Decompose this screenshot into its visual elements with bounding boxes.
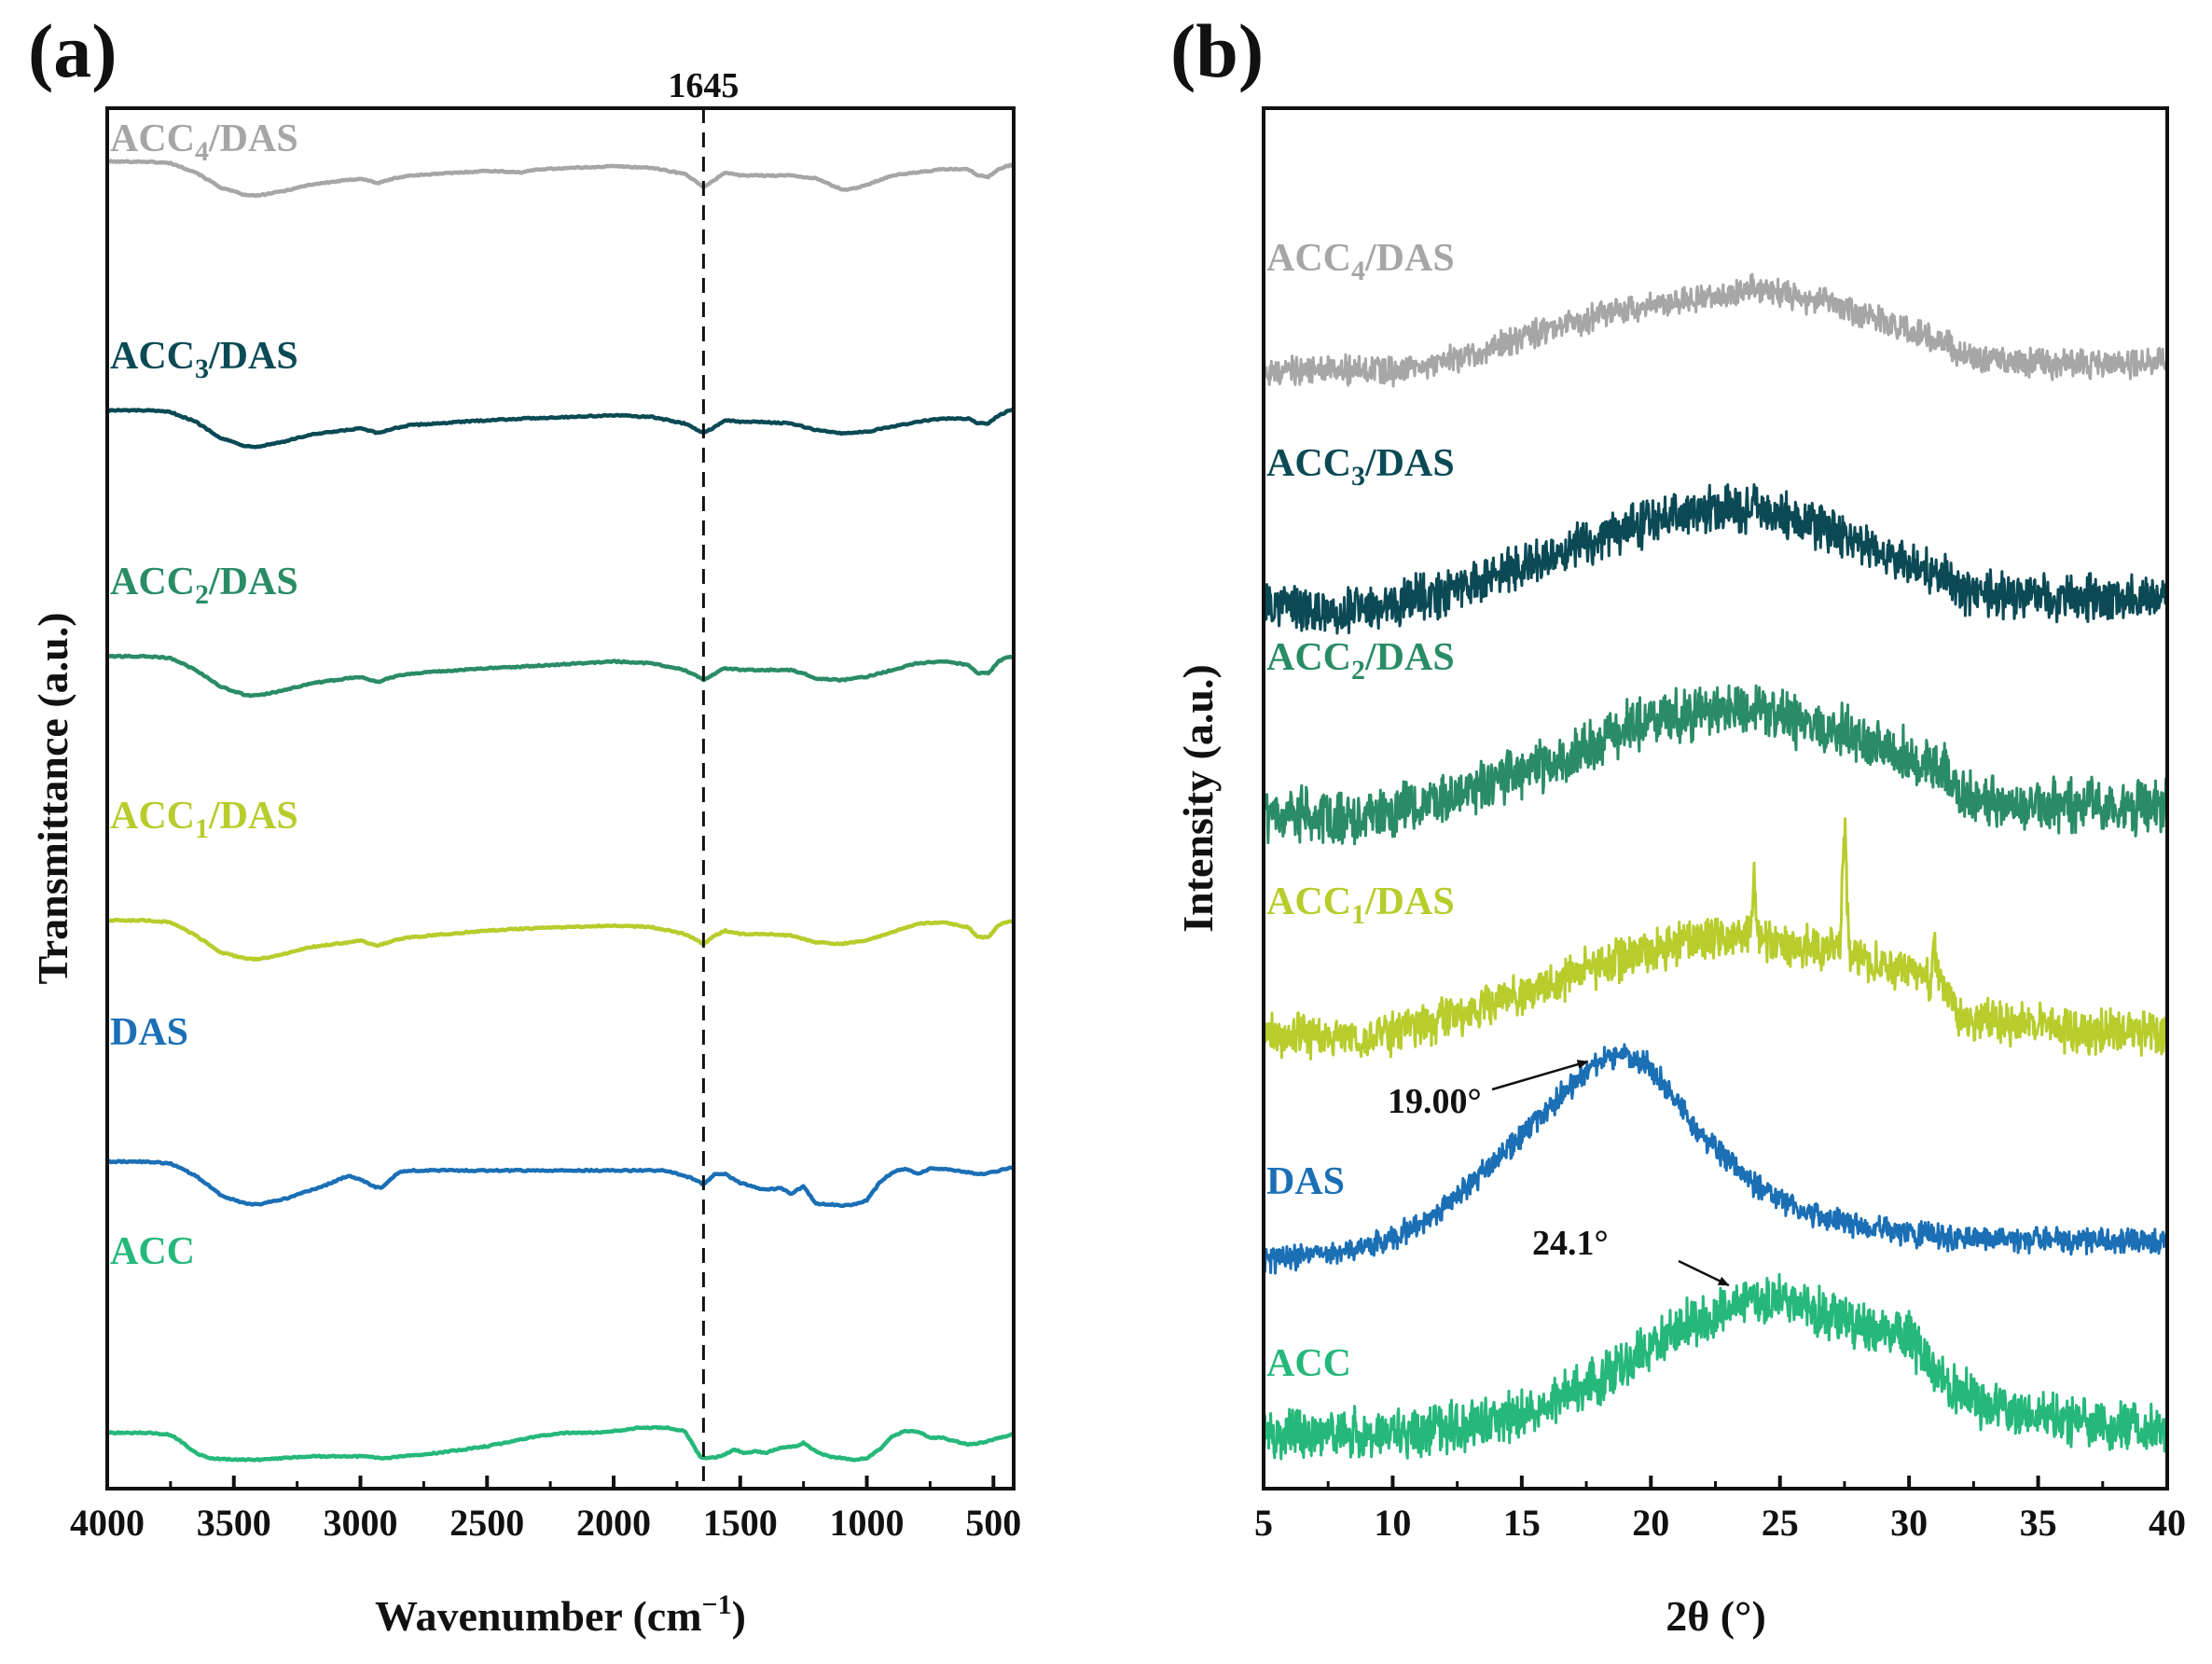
ftir-x-tick-label: 4000 xyxy=(70,1502,145,1544)
ftir-line-acc1-das xyxy=(106,917,1016,962)
series-label-acc: ACC xyxy=(110,1230,195,1273)
series-label-base: ACC xyxy=(110,118,195,160)
xrd-x-axis-title: 2θ (°) xyxy=(1666,1592,1766,1640)
series-label-rest: /DAS xyxy=(208,795,298,838)
series-label-acc1-das: ACC1/DAS xyxy=(1266,881,1455,930)
ftir-x-axis-title: Wavenumber (cm−1) xyxy=(375,1589,746,1640)
series-label-base: DAS xyxy=(1266,1160,1345,1203)
series-label-acc3-das: ACC3/DAS xyxy=(1266,442,1455,492)
xrd-x-tick-label: 35 xyxy=(2020,1502,2057,1544)
series-label-base: ACC xyxy=(1266,237,1351,280)
series-label-rest: /DAS xyxy=(1364,881,1455,923)
series-label-das: DAS xyxy=(110,1011,188,1054)
xrd-line-acc xyxy=(1262,1272,2169,1461)
ftir-x-tick-label: 500 xyxy=(965,1502,1021,1544)
xrd-x-tick-label: 5 xyxy=(1254,1502,1273,1544)
series-label-das: DAS xyxy=(1266,1160,1345,1203)
series-label-rest: /DAS xyxy=(1364,442,1455,485)
xrd-line-acc2-das xyxy=(1262,684,2169,846)
xrd-annotation-label: 19.00° xyxy=(1388,1082,1482,1121)
series-label-base: ACC xyxy=(110,561,195,603)
series-label-subscript: 4 xyxy=(1351,256,1365,286)
xrd-annotation-arrow xyxy=(1678,1259,1730,1287)
series-label-acc3-das: ACC3/DAS xyxy=(110,335,298,384)
series-label-rest: /DAS xyxy=(1364,636,1455,679)
xrd-x-tick-label: 30 xyxy=(1890,1502,1928,1544)
series-label-base: DAS xyxy=(110,1011,188,1054)
xrd-x-tick-label: 40 xyxy=(2149,1502,2186,1544)
xrd-x-ticks: 5 10 15 20 25 30 35 40 xyxy=(1254,1476,2186,1544)
ftir-x-tick-label: 1500 xyxy=(703,1502,778,1544)
ftir-x-ticks: 4000 3500 3000 2500 2000 1500 1000 500 xyxy=(70,1476,1021,1544)
ftir-x-tick-label: 2000 xyxy=(576,1502,651,1544)
ftir-panel: (a) 1645 ACC4/DASACC3/DASACC2/DASACC1/DA… xyxy=(28,8,1021,1640)
series-label-acc4-das: ACC4/DAS xyxy=(1266,237,1455,286)
xrd-line-acc4-das xyxy=(1262,272,2168,388)
series-label-base: ACC xyxy=(1266,636,1351,679)
series-label-rest: /DAS xyxy=(208,118,298,160)
series-label-acc2-das: ACC2/DAS xyxy=(110,561,298,610)
ftir-x-tick-label: 2500 xyxy=(449,1502,524,1544)
xrd-line-acc3-das xyxy=(1262,483,2169,635)
xrd-y-axis-title: Intensity (a.u.) xyxy=(1174,664,1222,933)
ftir-line-acc xyxy=(106,1424,1015,1463)
series-label-base: ACC xyxy=(110,335,195,378)
ftir-line-acc2-das xyxy=(106,653,1015,699)
ftir-x-axis-title-end: ) xyxy=(732,1592,746,1640)
ftir-plot-frame xyxy=(105,106,1016,1491)
series-label-subscript: 1 xyxy=(1351,899,1365,930)
series-label-base: ACC xyxy=(110,1230,195,1273)
ftir-x-axis-title-main: Wavenumber (cm xyxy=(375,1592,702,1640)
ftir-x-axis-title-sup: −1 xyxy=(702,1589,732,1620)
xrd-x-tick-label: 15 xyxy=(1503,1502,1541,1544)
series-label-acc2-das: ACC2/DAS xyxy=(1266,636,1455,686)
xrd-line-acc1-das xyxy=(1262,817,2169,1061)
series-label-acc1-das: ACC1/DAS xyxy=(110,795,298,844)
series-label-rest: /DAS xyxy=(208,561,298,603)
series-label-subscript: 2 xyxy=(195,579,209,610)
ftir-line-acc3-das xyxy=(106,407,1016,450)
xrd-panel: (b) ACC4/DASACC3/DASACC2/DASACC1/DASDASA… xyxy=(1170,8,2186,1640)
series-label-subscript: 1 xyxy=(195,813,209,844)
series-label-base: ACC xyxy=(110,795,195,838)
ftir-line-das xyxy=(105,1158,1015,1209)
series-label-rest: /DAS xyxy=(1364,237,1455,280)
series-label-base: ACC xyxy=(1266,881,1351,923)
xrd-annotation-arrow xyxy=(1491,1060,1589,1091)
series-label-subscript: 3 xyxy=(195,354,209,384)
xrd-x-tick-label: 10 xyxy=(1374,1502,1411,1544)
xrd-series-group xyxy=(1262,272,2169,1461)
series-label-acc4-das: ACC4/DAS xyxy=(110,118,298,167)
series-label-rest: /DAS xyxy=(208,335,298,378)
series-label-subscript: 2 xyxy=(1351,655,1365,686)
ftir-x-tick-label: 3000 xyxy=(324,1502,398,1544)
series-label-acc: ACC xyxy=(1266,1342,1351,1385)
xrd-annotations: 19.00° 24.1° xyxy=(1388,1060,1730,1287)
series-label-base: ACC xyxy=(1266,442,1351,485)
series-label-subscript: 4 xyxy=(195,136,209,167)
panel-a-label: (a) xyxy=(28,8,118,93)
ftir-x-tick-label: 1000 xyxy=(830,1502,905,1544)
ftir-series-group xyxy=(105,159,1016,1463)
xrd-x-tick-label: 25 xyxy=(1762,1502,1799,1544)
xrd-annotation-label: 24.1° xyxy=(1532,1224,1609,1263)
reference-line-label: 1645 xyxy=(668,66,739,105)
xrd-x-tick-label: 20 xyxy=(1632,1502,1669,1544)
series-label-base: ACC xyxy=(1266,1342,1351,1385)
panel-b-label: (b) xyxy=(1170,8,1264,93)
xrd-line-das xyxy=(1262,1043,2169,1275)
ftir-x-tick-label: 3500 xyxy=(197,1502,271,1544)
ftir-line-acc4-das xyxy=(106,159,1015,199)
ftir-y-axis-title: Transmittance (a.u.) xyxy=(29,612,76,984)
series-label-subscript: 3 xyxy=(1351,461,1365,492)
